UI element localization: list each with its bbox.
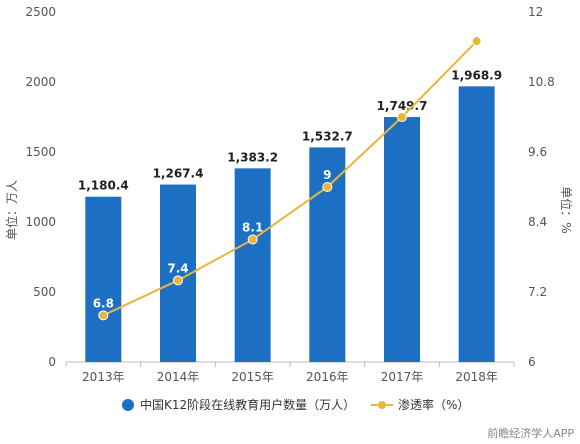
rate-points — [98, 36, 482, 321]
bar — [85, 196, 122, 362]
rate-value-label: 11.5 — [462, 22, 492, 36]
y2-tick-label: 12 — [528, 5, 543, 19]
legend-bar-label: 中国K12阶段在线教育用户数量（万人） — [140, 397, 355, 412]
rate-point — [471, 36, 482, 47]
y-tick-label: 2000 — [25, 75, 56, 89]
bar-data-labels: 1,180.4 1,267.4 1,383.2 1,532.7 1,749.7 1,968… — [78, 68, 502, 192]
bar-value-label: 1,180.4 — [78, 179, 129, 193]
x-tick-label: 2017年 — [381, 370, 424, 384]
rate-value-label: 8.1 — [242, 221, 263, 235]
bar-value-label: 1,383.2 — [227, 150, 278, 164]
y2-tick-label: 7.2 — [528, 285, 547, 299]
y-tick-label: 2500 — [25, 5, 56, 19]
bar — [384, 117, 420, 363]
y2-tick-label: 9.6 — [528, 145, 547, 159]
rate-point — [247, 234, 258, 245]
left-axis-ticks: 0 500 1000 1500 2000 2500 — [25, 5, 56, 369]
rate-value-label: 9 — [323, 168, 331, 182]
y2-axis-label: 单位：% — [559, 186, 574, 233]
bar-value-label: 1,968.9 — [451, 68, 502, 82]
x-axis-ticks: 2013年 2014年 2015年 2016年 2017年 2018年 — [65, 362, 515, 384]
y-tick-label: 1500 — [25, 145, 56, 159]
x-tick-label: 2016年 — [306, 370, 349, 384]
bar-series — [85, 86, 495, 363]
rate-point — [397, 112, 407, 122]
x-tick-label: 2018年 — [455, 370, 498, 384]
legend-line-label: 渗透率（%） — [398, 397, 469, 412]
bar-value-label: 1,749.7 — [377, 99, 428, 113]
legend: 中国K12阶段在线教育用户数量（万人） 渗透率（%） — [122, 397, 469, 412]
y2-tick-label: 8.4 — [528, 215, 547, 229]
y-axis-label: 单位：万人 — [4, 180, 19, 240]
rate-point — [322, 182, 333, 192]
right-axis-ticks: 6 7.2 8.4 9.6 10.8 12 — [528, 5, 555, 369]
x-tick-label: 2015年 — [231, 370, 274, 384]
rate-value-label: 7.4 — [167, 261, 188, 275]
bar — [234, 168, 271, 362]
y-tick-label: 0 — [48, 355, 56, 369]
y2-tick-label: 6 — [528, 355, 536, 369]
rate-line — [102, 40, 478, 317]
y2-tick-label: 10.8 — [528, 75, 555, 89]
legend-bar-marker — [122, 399, 134, 411]
bar-value-label: 1,532.7 — [302, 129, 353, 143]
rate-data-labels: 6.8 7.4 8.1 9 11.5 — [93, 22, 492, 310]
bar-value-label: 1,267.4 — [153, 167, 204, 181]
watermark-text: 前瞻经济学人APP — [487, 426, 574, 440]
x-tick-label: 2013年 — [82, 370, 125, 384]
rate-point — [173, 275, 183, 286]
rate-point — [98, 310, 109, 321]
y-tick-label: 1000 — [25, 215, 56, 229]
y-tick-label: 500 — [33, 285, 56, 299]
legend-line-dot — [378, 401, 386, 409]
rate-value-label: 6.8 — [93, 296, 114, 310]
bar — [458, 86, 495, 362]
x-tick-label: 2014年 — [157, 370, 200, 384]
